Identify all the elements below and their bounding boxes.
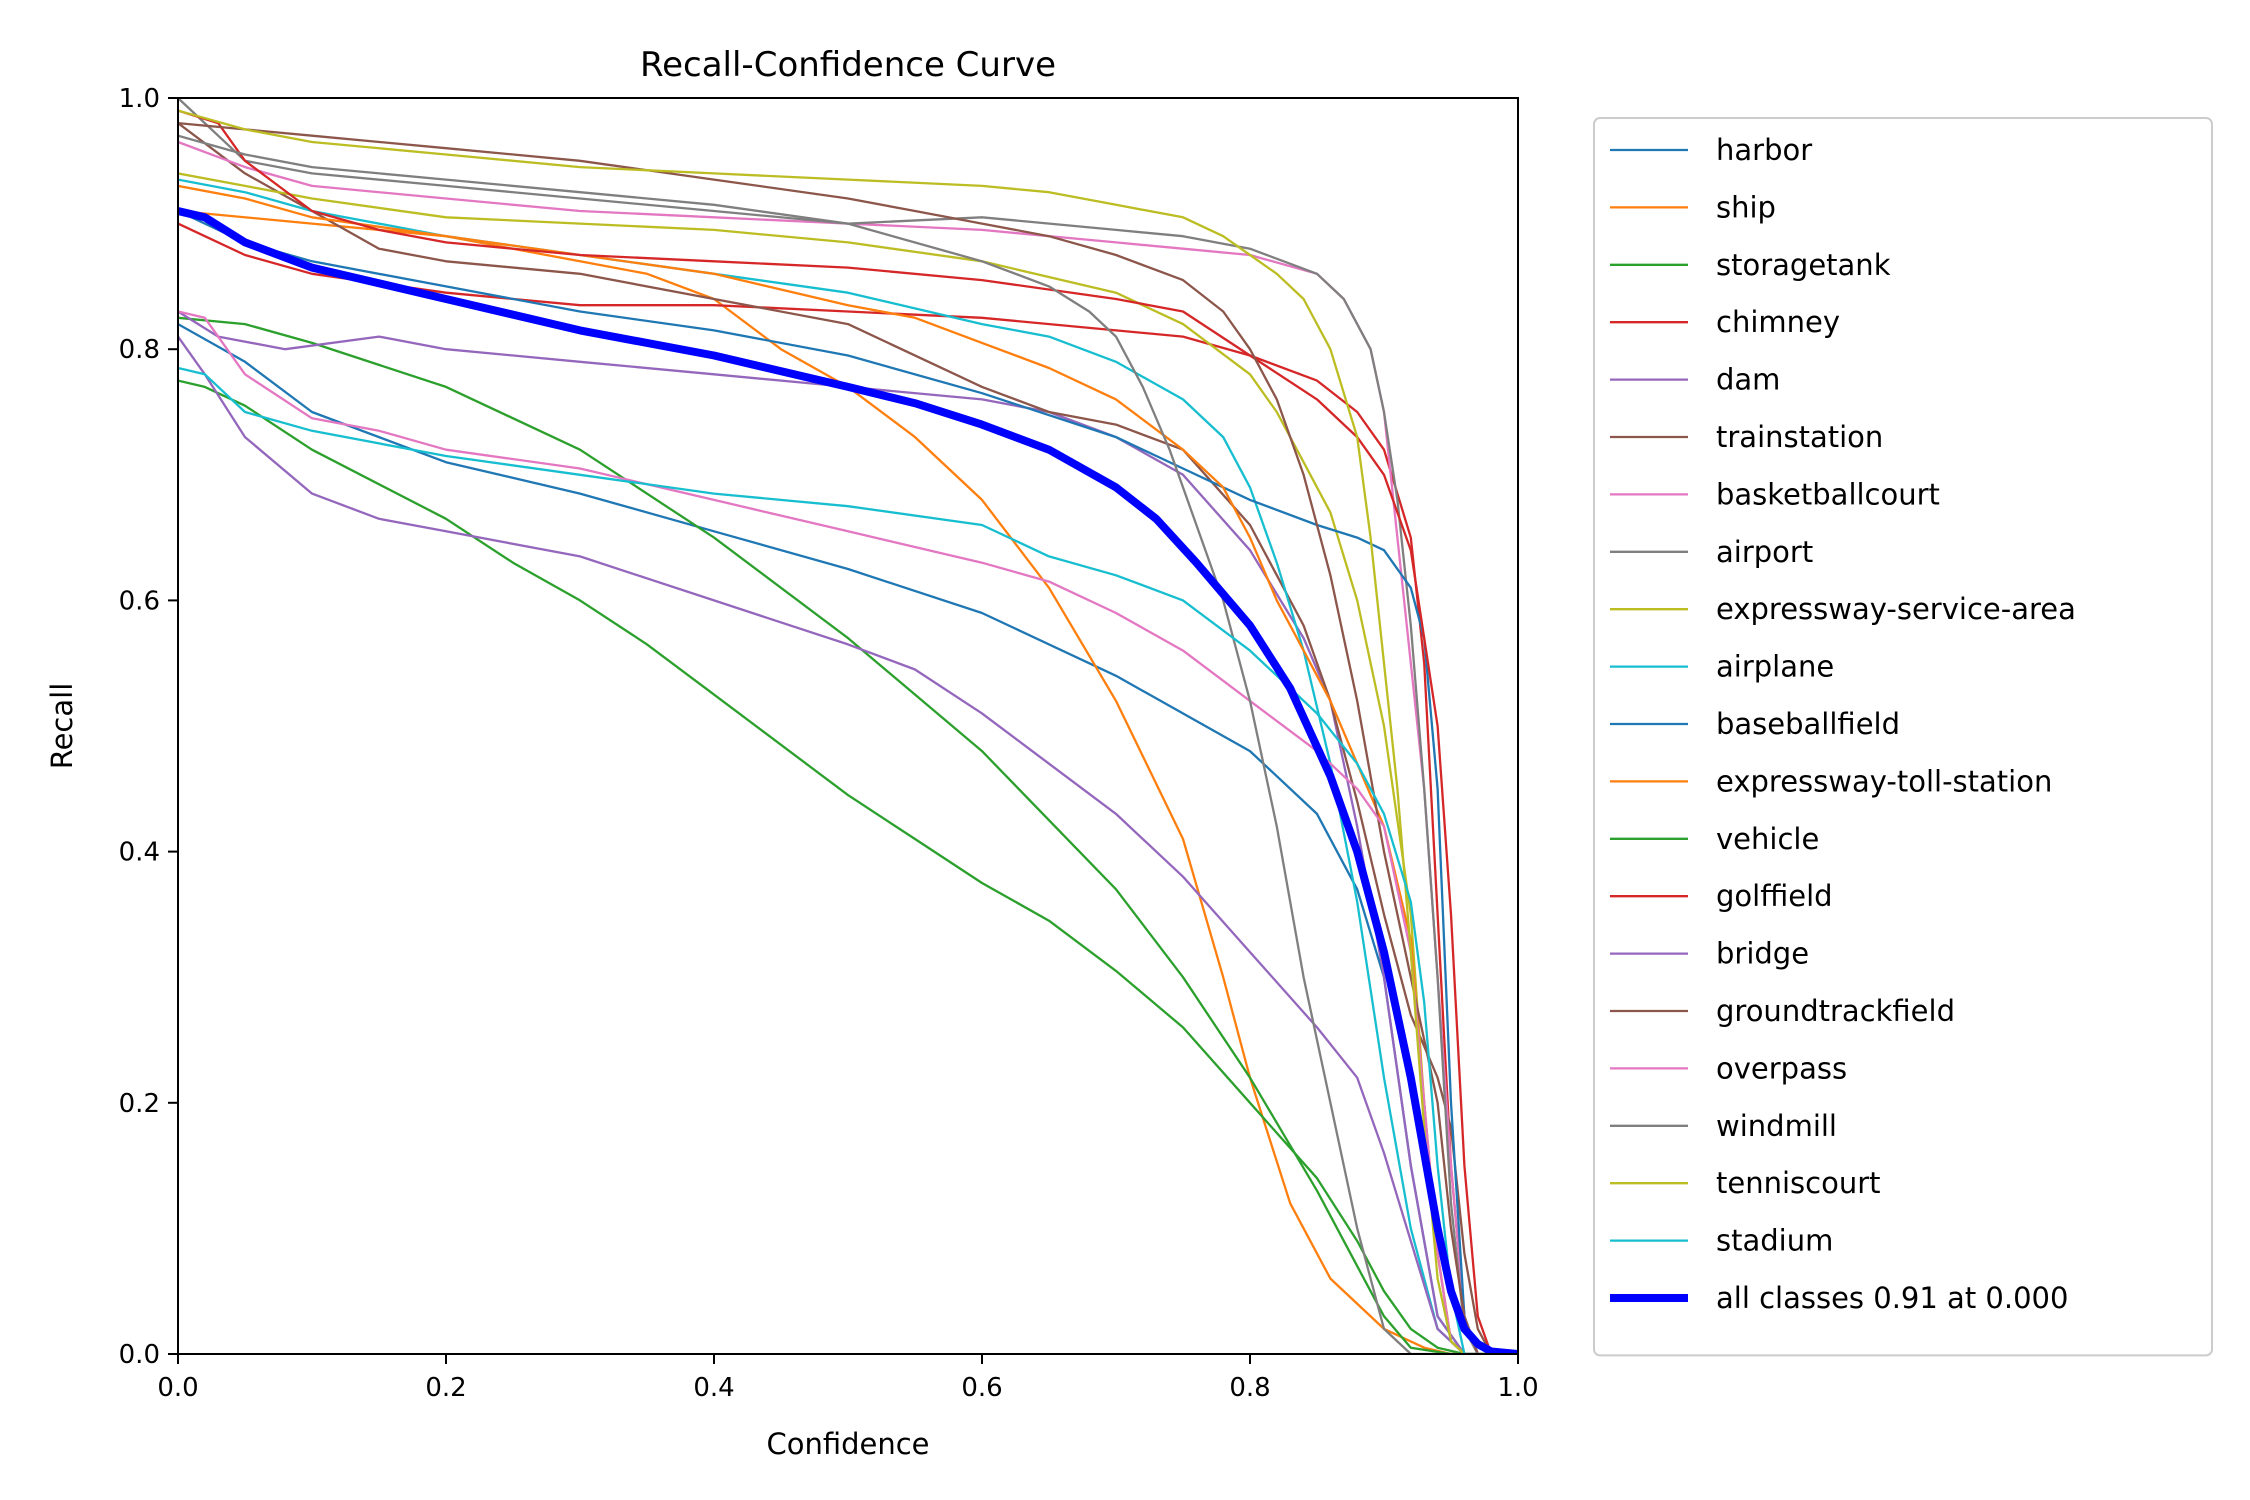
x-tick-label: 0.4 (693, 1373, 734, 1403)
legend-item-stadium: stadium (1610, 1224, 1833, 1258)
legend-item-expressway-service-area: expressway-service-area (1610, 592, 2076, 626)
legend-label: harbor (1716, 133, 1812, 167)
series-line-windmill (178, 134, 1518, 1354)
legend-label: all classes 0.91 at 0.000 (1716, 1281, 2068, 1315)
legend-item-tenniscourt: tenniscourt (1610, 1166, 1881, 1200)
series-line-golffield (178, 109, 1518, 1354)
legend-item-windmill: windmill (1610, 1109, 1837, 1143)
series-line-storagetank (178, 316, 1518, 1354)
y-tick-label: 1.0 (119, 84, 160, 114)
y-tick-label: 0.0 (119, 1340, 160, 1370)
legend-label: airport (1716, 535, 1813, 569)
legend-item-ship: ship (1610, 190, 1776, 224)
series-line-airport (178, 98, 1518, 1354)
legend-item-trainstation: trainstation (1610, 420, 1883, 454)
y-tick-label: 0.6 (119, 586, 160, 616)
series-lines (178, 98, 1518, 1354)
legend-item-overpass: overpass (1610, 1051, 1847, 1085)
legend-item-basketballcourt: basketballcourt (1610, 477, 1940, 511)
legend-item-bridge: bridge (1610, 937, 1809, 971)
series-line-groundtrackfield (178, 121, 1518, 1354)
legend-item-airplane: airplane (1610, 650, 1834, 684)
y-axis-title: Recall (45, 683, 79, 770)
legend: harbor ship storagetank chimney dam trainstat… (1593, 117, 2213, 1357)
legend-label: vehicle (1716, 822, 1819, 856)
x-tick-label: 1.0 (1497, 1373, 1538, 1403)
legend-label: basketballcourt (1716, 477, 1940, 511)
legend-label: trainstation (1716, 420, 1883, 454)
legend-item-storagetank: storagetank (1610, 248, 1891, 282)
legend-item-all-classes-0-91-at-0-000: all classes 0.91 at 0.000 (1610, 1281, 2068, 1315)
y-tick-label: 0.8 (119, 335, 160, 365)
legend-label: expressway-service-area (1716, 592, 2076, 626)
legend-label: tenniscourt (1716, 1166, 1881, 1200)
axes: 0.0 0.2 0.4 0.6 0.8 1.0 0.0 0.2 0.4 0.6 0.8 1.0 (119, 84, 1539, 1403)
series-line-baseballfield (178, 209, 1518, 1354)
legend-item-airport: airport (1610, 535, 1813, 569)
legend-label: storagetank (1716, 248, 1891, 282)
legend-label: bridge (1716, 937, 1809, 971)
y-tick-label: 0.2 (119, 1089, 160, 1119)
legend-item-dam: dam (1610, 363, 1780, 397)
legend-item-harbor: harbor (1610, 133, 1812, 167)
legend-label: overpass (1716, 1051, 1847, 1085)
series-line-stadium (178, 366, 1518, 1354)
legend-item-chimney: chimney (1610, 305, 1840, 339)
legend-item-baseballfield: baseballfield (1610, 707, 1900, 741)
legend-label: chimney (1716, 305, 1840, 339)
legend-label: golffield (1716, 879, 1833, 913)
x-tick-label: 0.0 (157, 1373, 198, 1403)
legend-label: expressway-toll-station (1716, 764, 2052, 798)
legend-label: airplane (1716, 650, 1834, 684)
legend-item-vehicle: vehicle (1610, 822, 1819, 856)
legend-box (1593, 117, 2213, 1357)
series-line-vehicle (178, 379, 1518, 1354)
legend-label: ship (1716, 190, 1776, 224)
legend-label: groundtrackfield (1716, 994, 1955, 1028)
x-tick-label: 0.8 (1229, 1373, 1270, 1403)
x-tick-label: 0.2 (425, 1373, 466, 1403)
plot-frame (177, 97, 1519, 1355)
legend-label: baseballfield (1716, 707, 1900, 741)
series-line-ship (178, 209, 1518, 1354)
series-line-all-classes-0-91-at-0-000 (178, 207, 1518, 1354)
series-line-bridge (178, 335, 1518, 1354)
plot-area (178, 98, 1518, 1354)
series-line-overpass (178, 310, 1518, 1354)
legend-item-groundtrackfield: groundtrackfield (1610, 994, 1955, 1028)
legend-label: stadium (1716, 1224, 1833, 1258)
x-tick-label: 0.6 (961, 1373, 1002, 1403)
legend-item-expressway-toll-station: expressway-toll-station (1610, 764, 2052, 798)
series-line-tenniscourt (178, 109, 1518, 1354)
chart-title: Recall-Confidence Curve (640, 45, 1056, 85)
legend-label: windmill (1716, 1109, 1837, 1143)
y-tick-label: 0.4 (119, 838, 160, 868)
legend-item-golffield: golffield (1610, 879, 1833, 913)
legend-label: dam (1716, 363, 1780, 397)
x-axis-title: Confidence (766, 1427, 929, 1461)
